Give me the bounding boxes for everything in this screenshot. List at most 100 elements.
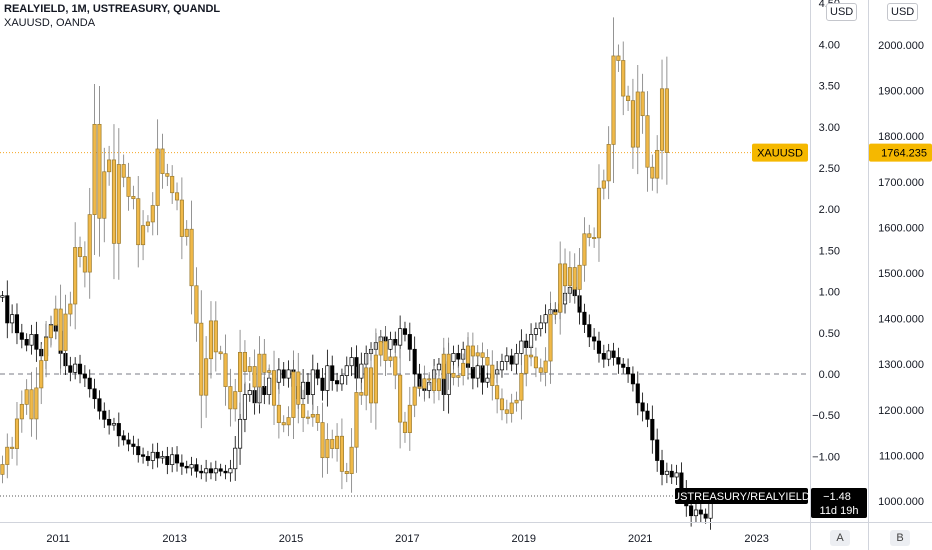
realyield-candle (645, 403, 650, 428)
xauusd-candle (315, 406, 320, 431)
right-price-axis[interactable]: 2000.000 1900.000 1800.000 1700.000 1600.000… (878, 40, 924, 508)
realyield-candle (5, 280, 10, 339)
xauusd-candle (339, 418, 344, 490)
xauusd-candle (378, 330, 383, 367)
xauusd-candle (126, 162, 131, 211)
xauusd-candle (111, 124, 117, 280)
realyield-candle (281, 362, 286, 386)
xauusd-candle (577, 248, 582, 307)
xauusd-candle (558, 241, 563, 335)
xauusd-candle (407, 386, 412, 451)
realyield-candle (310, 354, 315, 410)
xauusd-candle (24, 379, 29, 415)
realyield-candle (247, 383, 252, 402)
xauusd-candle (44, 321, 49, 378)
xauusd-candle (611, 17, 616, 184)
plot-area[interactable] (0, 0, 810, 522)
xauusd-candle (543, 347, 548, 387)
realyield-candle (339, 368, 344, 391)
right-axis-tick-label: 1100.000 (879, 450, 924, 462)
realyield-candle (698, 501, 703, 523)
realyield-candle (97, 390, 102, 420)
xauusd-candle (257, 336, 262, 406)
xauusd-candle (325, 423, 330, 474)
xauusd-candle (509, 393, 514, 423)
xauusd-candle (213, 301, 218, 372)
realyield-candle (538, 315, 543, 337)
realyield-candle (499, 353, 505, 378)
xauusd-candle (228, 368, 233, 427)
realyield-candle (456, 344, 461, 368)
realyield-candle (24, 333, 29, 352)
xauusd-candle (451, 365, 456, 386)
xauusd-candle (29, 371, 34, 437)
realyield-candle (509, 348, 514, 372)
left-price-axis[interactable]: 4.504.003.503.002.502.001.501.000.500.00… (812, 0, 840, 463)
xauusd-legend-title[interactable]: XAUUSD, OANDA (4, 17, 96, 29)
left-axis-tick-label: 0.00 (819, 369, 840, 381)
xauusd-candle (572, 253, 577, 304)
xauusd-candle (529, 345, 534, 367)
realyield-candle (276, 358, 281, 394)
realyield-candle (669, 464, 674, 484)
right-scale-auto-button[interactable]: B (890, 530, 910, 546)
xauusd-candle (422, 365, 427, 402)
realyield-candle (204, 459, 209, 482)
xauusd-series (0, 17, 669, 493)
xauusd-candle (10, 436, 15, 459)
realyield-candle (402, 321, 408, 342)
xauusd-candle (383, 325, 388, 377)
xauusd-candle (436, 369, 441, 401)
right-axis-tick-label: 1700.000 (878, 177, 924, 189)
right-axis-tick-label: 1000.000 (878, 496, 924, 508)
xauusd-candle (286, 406, 291, 437)
left-axis-tick-label: −0.50 (812, 410, 840, 422)
xauusd-candle (5, 433, 10, 479)
xauusd-candle (621, 41, 626, 116)
xauusd-candle (208, 301, 214, 379)
xauusd-candle (548, 291, 553, 384)
realyield-candle (228, 459, 233, 482)
realyield-legend-title[interactable]: REALYIELD, 1M, USTREASURY, QUANDL (4, 3, 221, 15)
realyield-candle (73, 357, 78, 380)
time-axis[interactable]: 2011 2013 2015 2017 2019 2021 2023 (46, 533, 768, 545)
right-axis-tick-label: 1600.000 (878, 222, 924, 234)
xauusd-candle (63, 294, 68, 370)
xauusd-candle (490, 350, 495, 401)
realyield-candle (601, 344, 606, 368)
xauusd-candle (402, 411, 408, 443)
realyield-candle (626, 358, 631, 383)
xauusd-candle (456, 366, 461, 387)
realyield-candle (116, 412, 121, 447)
realyield-candle (592, 328, 597, 350)
xauusd-candle (73, 222, 78, 330)
xauusd-candle (495, 371, 500, 414)
xauusd-candle (461, 353, 466, 386)
xauusd-candle (349, 428, 354, 493)
xauusd-candle (136, 175, 141, 268)
right-scale-currency[interactable]: USD (887, 3, 919, 21)
xauusd-candle (582, 217, 587, 282)
left-scale-currency[interactable]: USD (826, 3, 858, 21)
left-scale-auto-button[interactable]: A (830, 530, 850, 546)
xauusd-candle (398, 348, 403, 449)
left-axis-tick-label: 3.00 (819, 122, 840, 134)
xauusd-candle (131, 185, 136, 210)
xauusd-candle (524, 342, 529, 387)
xauusd-candle (335, 423, 340, 462)
xauusd-candle (592, 227, 597, 248)
right-axis-tick-label: 1200.000 (878, 405, 924, 417)
xauusd-candle (553, 302, 558, 325)
realyield-candle (611, 342, 616, 366)
realyield-candle (87, 369, 92, 398)
realyield-candle (155, 442, 160, 468)
time-axis-tick-label: 2015 (279, 533, 303, 545)
time-axis-tick-label: 2017 (395, 533, 419, 545)
realyield-candle (92, 378, 97, 409)
realyield-candle (141, 447, 146, 464)
realyield-candle (170, 447, 175, 473)
xauusd-candle (587, 224, 592, 247)
realyield-candle (320, 368, 325, 401)
xauusd-candle (330, 429, 335, 459)
